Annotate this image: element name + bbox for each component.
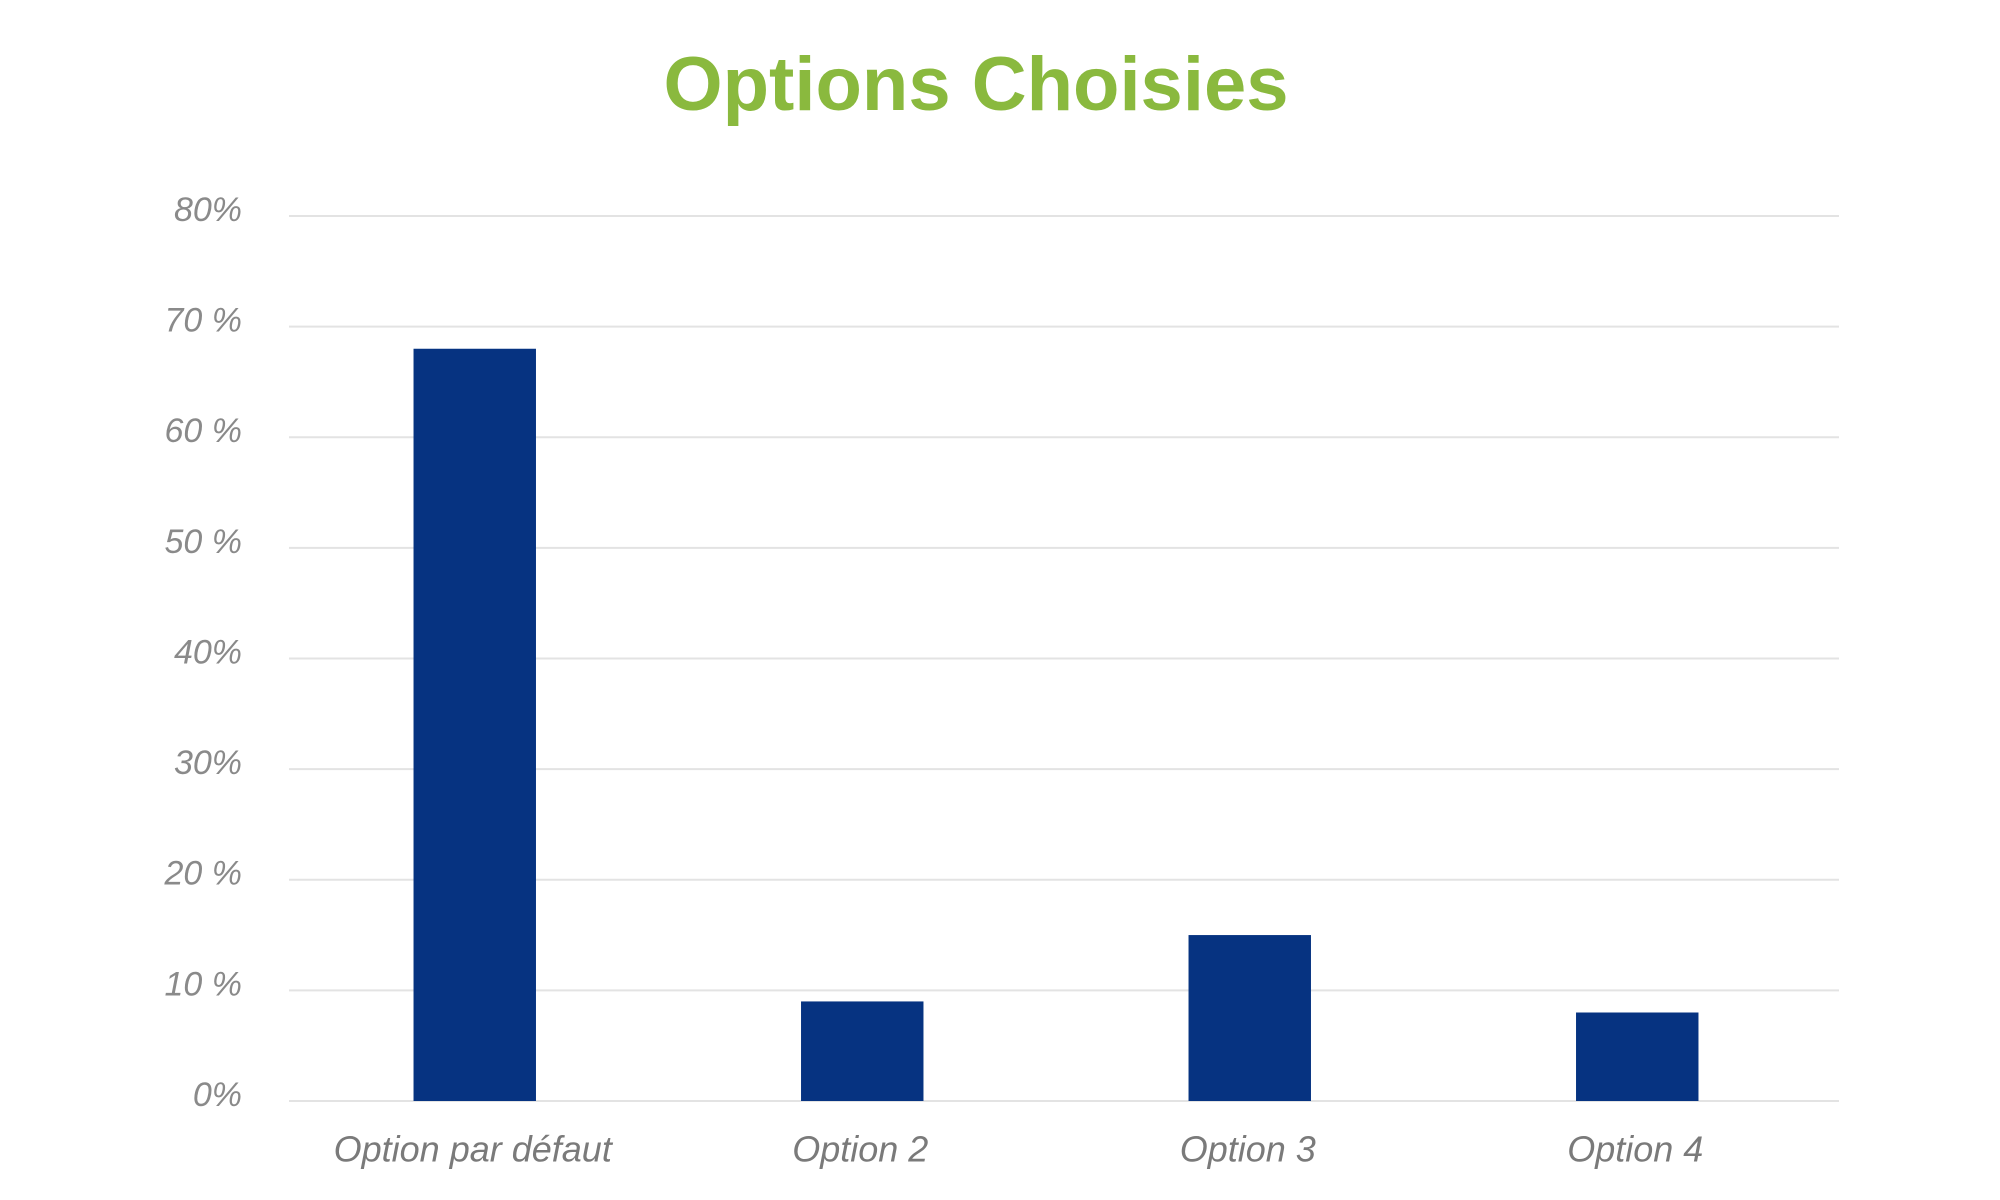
y-tick-label: 80% [174, 191, 242, 229]
bar [413, 348, 536, 1101]
bar [801, 1001, 924, 1101]
y-tick-label: 70 % [165, 302, 243, 340]
bar [1188, 935, 1311, 1101]
x-tick-label: Option par défaut [334, 1129, 614, 1170]
y-tick-label: 30% [174, 744, 242, 782]
y-tick-label: 0% [193, 1076, 242, 1114]
x-tick-label: Option 4 [1567, 1129, 1703, 1170]
chart-title: Options Choisies [664, 42, 1289, 127]
y-tick-label: 10 % [165, 965, 243, 1003]
y-tick-label: 60 % [165, 412, 243, 450]
y-tick-label: 40% [174, 633, 242, 671]
bar [1576, 1012, 1699, 1101]
y-tick-label: 50 % [165, 523, 243, 561]
y-tick-label: 20 % [164, 855, 243, 893]
x-tick-label: Option 3 [1180, 1129, 1316, 1170]
x-tick-label: Option 2 [792, 1129, 928, 1170]
